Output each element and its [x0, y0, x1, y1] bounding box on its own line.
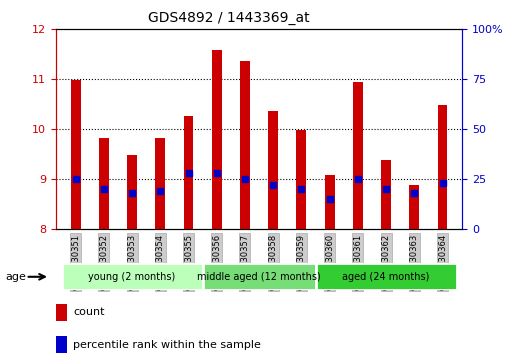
- Text: age: age: [5, 272, 26, 282]
- Text: aged (24 months): aged (24 months): [342, 272, 430, 282]
- Text: count: count: [73, 307, 105, 318]
- Text: GDS4892 / 1443369_at: GDS4892 / 1443369_at: [148, 11, 309, 25]
- Bar: [99, 138, 109, 229]
- Bar: [325, 175, 335, 229]
- Bar: [127, 155, 137, 229]
- Bar: [381, 160, 391, 229]
- Bar: [297, 130, 306, 229]
- Bar: [56, 336, 67, 353]
- Bar: [71, 81, 81, 229]
- Bar: [240, 61, 250, 229]
- Bar: [56, 304, 67, 321]
- FancyBboxPatch shape: [315, 263, 457, 290]
- Bar: [353, 82, 363, 229]
- Bar: [268, 111, 278, 229]
- Text: young (2 months): young (2 months): [88, 272, 176, 282]
- Bar: [183, 117, 194, 229]
- Bar: [437, 105, 448, 229]
- Text: middle aged (12 months): middle aged (12 months): [197, 272, 321, 282]
- Text: percentile rank within the sample: percentile rank within the sample: [73, 339, 261, 350]
- FancyBboxPatch shape: [203, 263, 315, 290]
- Bar: [155, 138, 165, 229]
- Bar: [409, 185, 419, 229]
- Bar: [212, 50, 221, 229]
- FancyBboxPatch shape: [61, 263, 203, 290]
